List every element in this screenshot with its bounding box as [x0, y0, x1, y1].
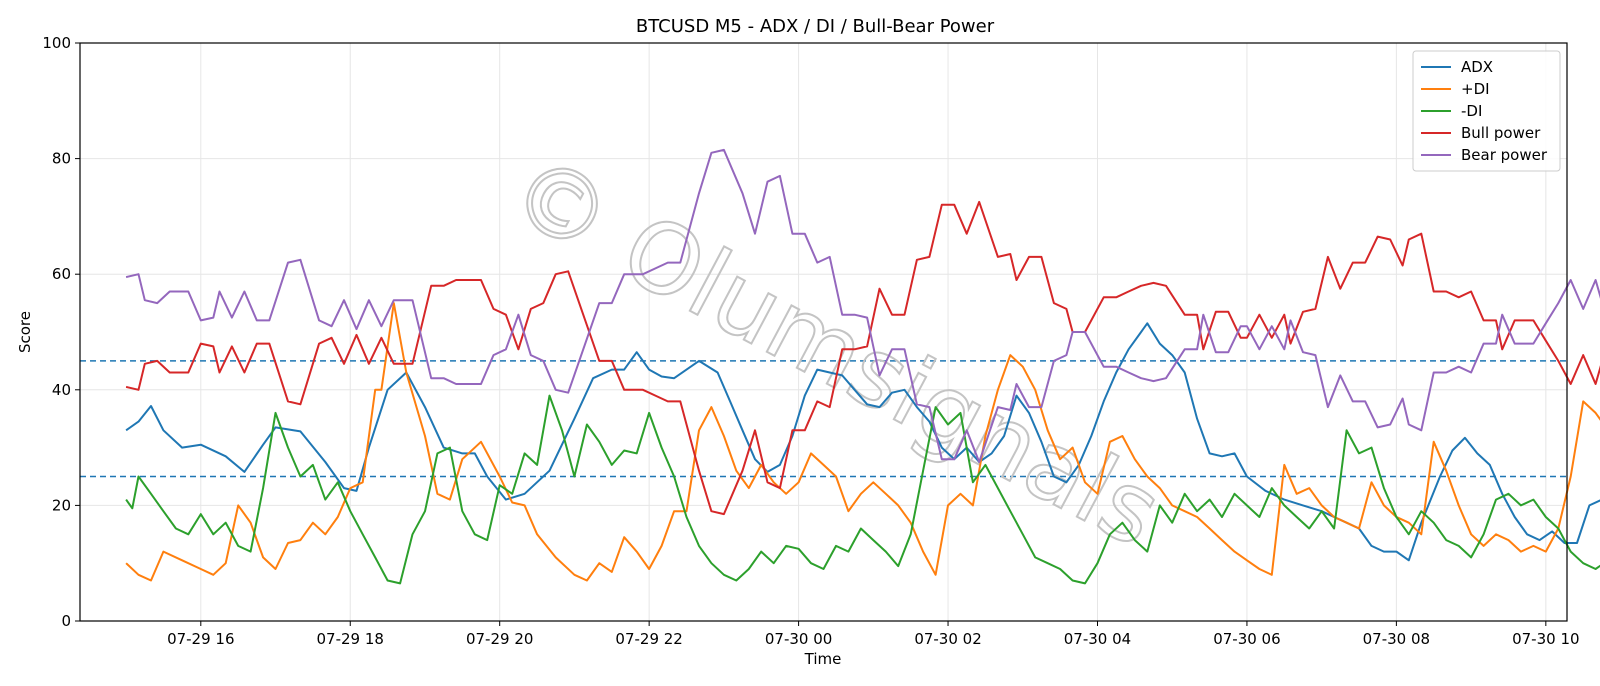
x-tick-label: 07-30 10: [1512, 630, 1579, 648]
x-tick-label: 07-29 20: [466, 630, 533, 648]
y-tick-label: 0: [61, 612, 71, 630]
x-tick-label: 07-30 00: [765, 630, 832, 648]
series-line-bear-power: [125, 148, 1600, 463]
legend-label: Bear power: [1461, 146, 1548, 164]
plot-frame: [79, 42, 1568, 622]
reference-lines: [80, 360, 1567, 478]
legend-label: -DI: [1461, 102, 1482, 120]
x-tick-label: 07-30 02: [914, 630, 981, 648]
y-tick-label: 60: [52, 265, 71, 283]
x-tick-label: 07-29 22: [615, 630, 682, 648]
y-axis: 0 20 40 60 80 100: [42, 34, 80, 630]
legend-label: +DI: [1461, 80, 1490, 98]
series-line-di: [125, 394, 1600, 585]
series-line-bull-power: [125, 200, 1600, 516]
chart-title: BTCUSD M5 - ADX / DI / Bull-Bear Power: [636, 16, 995, 37]
x-tick-label: 07-30 08: [1363, 630, 1430, 648]
x-tick-label: 07-30 04: [1064, 630, 1131, 648]
legend-label: Bull power: [1461, 124, 1541, 142]
y-tick-label: 80: [52, 150, 71, 168]
x-tick-label: 07-30 06: [1213, 630, 1280, 648]
plot-area: [125, 148, 1600, 585]
legend: ADX +DI -DI Bull power Bear power: [1412, 50, 1561, 172]
y-tick-label: 40: [52, 381, 71, 399]
y-tick-label: 20: [52, 496, 71, 514]
x-tick-label: 07-29 18: [317, 630, 384, 648]
legend-box: [1412, 50, 1561, 172]
y-axis-label: Score: [16, 311, 34, 353]
x-axis: 07-29 16 07-29 18 07-29 20 07-29 22 07-30 00…: [167, 621, 1580, 648]
x-axis-label: Time: [804, 650, 842, 668]
y-tick-label: 100: [42, 34, 71, 52]
series-line-di: [125, 302, 1600, 582]
x-tick-label: 07-29 16: [167, 630, 234, 648]
legend-label: ADX: [1461, 58, 1493, 76]
